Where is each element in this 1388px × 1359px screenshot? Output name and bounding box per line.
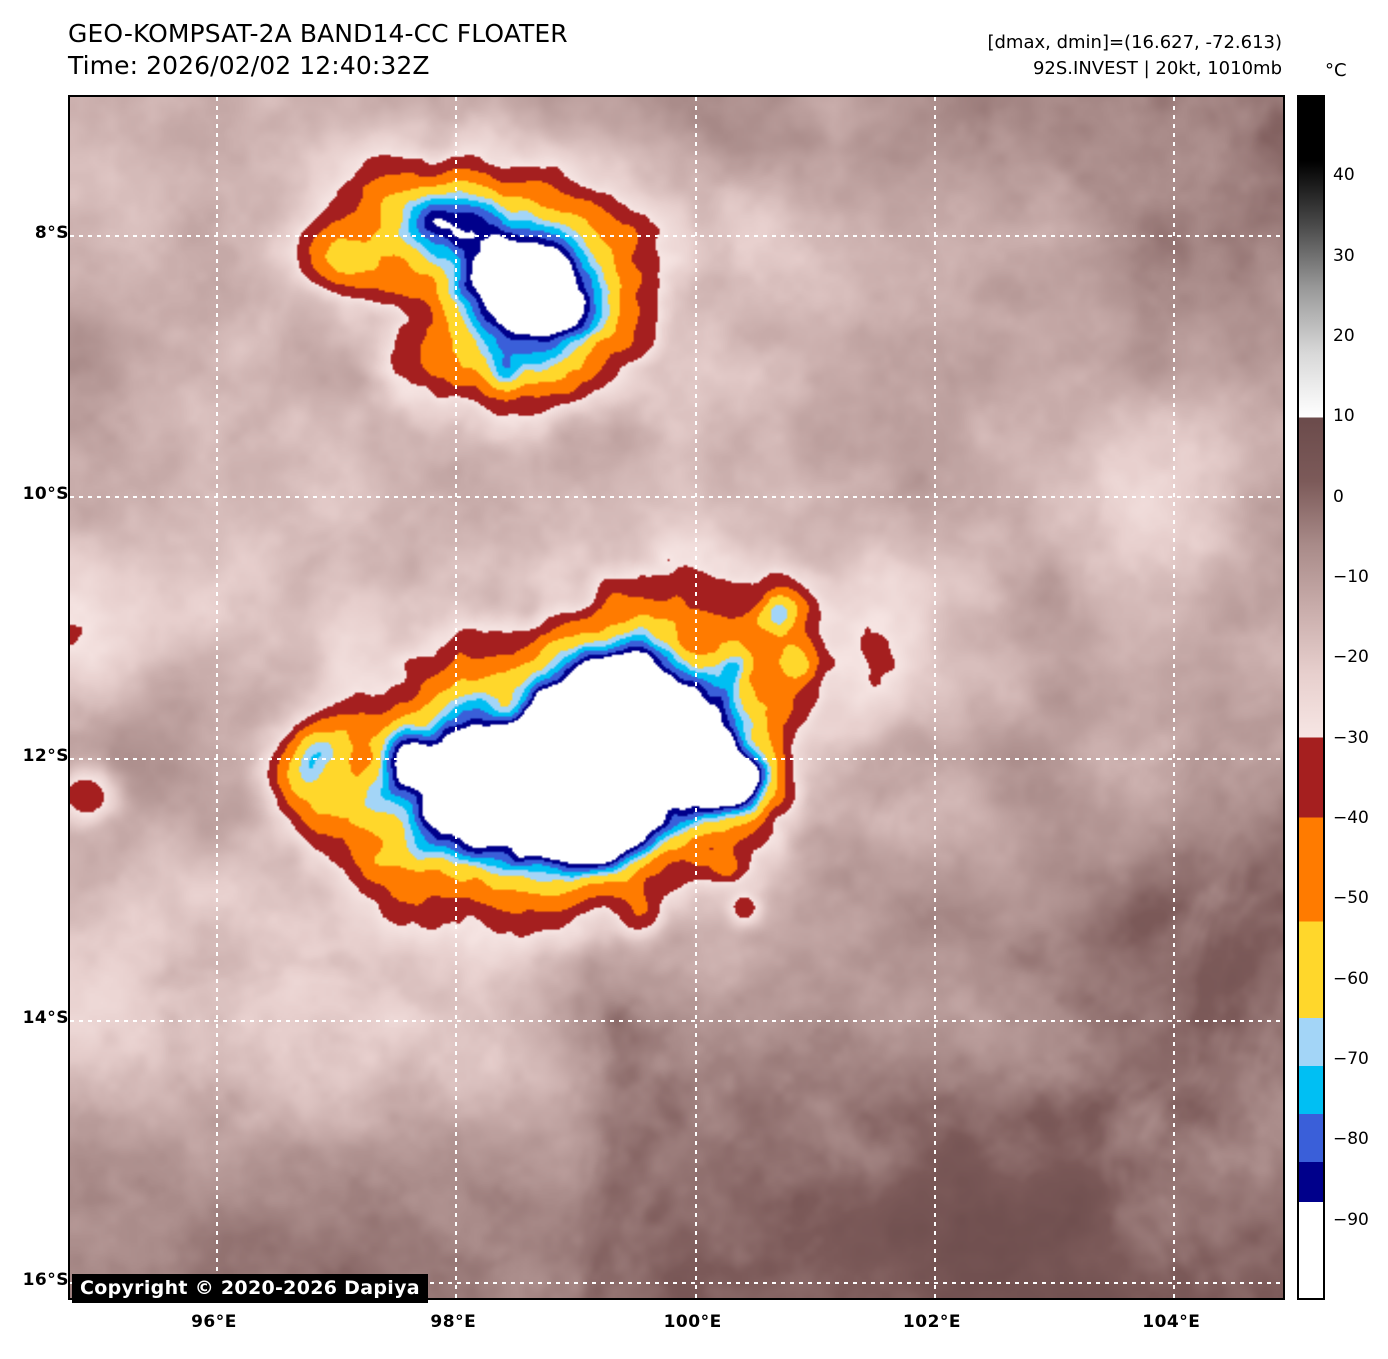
colorbar-tick-label: −10	[1333, 567, 1369, 587]
colorbar-tick-label: 20	[1333, 326, 1355, 346]
colorbar-gradient	[1299, 97, 1323, 1298]
storm-info-label: 92S.INVEST | 20kt, 1010mb	[1032, 58, 1282, 79]
title-timestamp: Time: 2026/02/02 12:40:32Z	[68, 51, 430, 80]
colorbar-tick-label: −90	[1333, 1209, 1369, 1230]
colorbar-tick-label: 0	[1333, 486, 1344, 507]
colorbar-tick-label: −50	[1333, 888, 1369, 909]
temperature-colorbar[interactable]	[1297, 95, 1325, 1300]
metadata-block: [dmax, dmin]=(16.627, -72.613) 92S.INVES…	[987, 30, 1282, 82]
infrared-imagery-canvas	[70, 97, 1283, 1298]
y-axis-tick-label: 8°S	[34, 222, 69, 243]
x-axis-tick-label: 100°E	[663, 1312, 722, 1332]
x-axis-tick-label: 96°E	[191, 1312, 237, 1332]
colorbar-tick-label: −20	[1333, 647, 1369, 668]
colorbar-tick-label: −40	[1333, 808, 1369, 828]
colorbar-tick-label: −80	[1333, 1129, 1369, 1150]
y-axis-tick-label: 14°S	[22, 1008, 69, 1029]
colorbar-tick-label: 10	[1333, 406, 1355, 427]
colorbar-tick-label: −60	[1333, 968, 1369, 989]
colorbar-tick-label: −70	[1333, 1049, 1369, 1069]
satellite-image-plot[interactable]	[68, 95, 1285, 1300]
x-axis-tick-label: 104°E	[1142, 1312, 1201, 1332]
colorbar-unit-label: °C	[1325, 60, 1347, 81]
x-axis-tick-label: 102°E	[902, 1312, 962, 1332]
data-minmax-label: [dmax, dmin]=(16.627, -72.613)	[987, 32, 1282, 53]
y-axis-tick-label: 16°S	[22, 1270, 69, 1291]
colorbar-tick-label: 30	[1333, 245, 1355, 266]
x-axis-tick-label: 98°E	[430, 1312, 477, 1332]
title-product: GEO-KOMPSAT-2A BAND14-CC FLOATER	[68, 19, 568, 48]
colorbar-tick-label: −30	[1333, 727, 1369, 748]
colorbar-tick-label: 40	[1333, 165, 1355, 186]
copyright-notice: Copyright © 2020-2026 Dapiya	[72, 1274, 428, 1303]
y-axis-tick-label: 10°S	[22, 484, 69, 505]
y-axis-tick-label: 12°S	[22, 746, 69, 767]
page-title: GEO-KOMPSAT-2A BAND14-CC FLOATER Time: 2…	[68, 18, 568, 82]
